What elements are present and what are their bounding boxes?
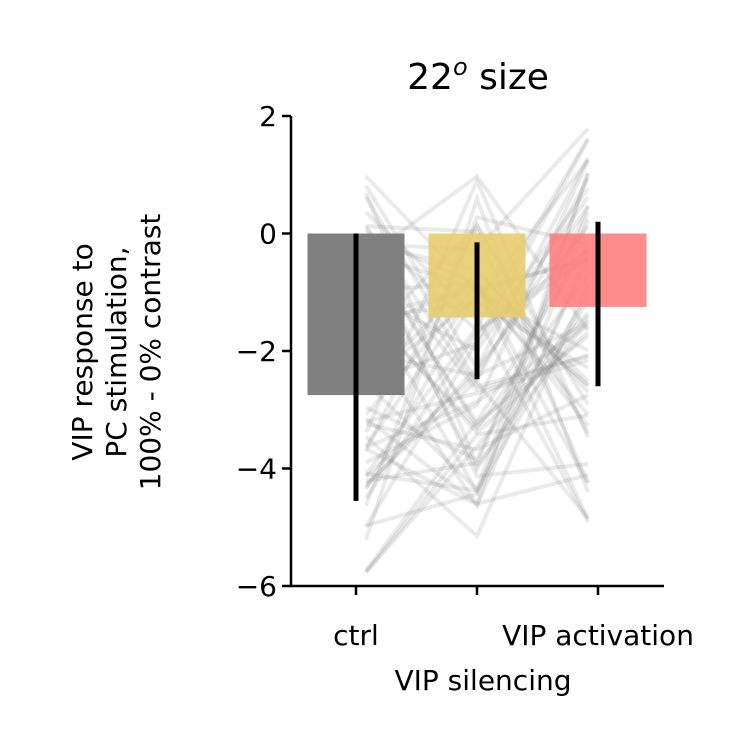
y-tick-label-3: −2: [236, 335, 277, 368]
y-axis-label-line-2: PC stimulation,: [100, 246, 133, 457]
individual-line-7: [365, 224, 590, 484]
individual-line-22: [364, 413, 589, 574]
individual-line-35: [364, 192, 590, 541]
individual-line-42: [364, 314, 590, 574]
y-axis-label: VIP response to PC stimulation, 100% - 0…: [66, 214, 167, 491]
individual-line-54: [364, 416, 589, 506]
y-tick-label-2: 0: [259, 218, 277, 251]
x-tick-label-vip-activation: VIP activation: [502, 619, 694, 652]
chart-title-superscript: o: [453, 53, 468, 81]
y-axis-label-line-1: VIP response to: [66, 243, 99, 460]
chart-title-rest: size: [468, 57, 549, 98]
y-tick-label-5: −6: [236, 570, 277, 603]
individual-line-48: [365, 393, 589, 452]
individual-line-19: [365, 358, 589, 424]
y-tick-label-1: 2: [259, 100, 277, 133]
chart-title: 22o size: [407, 53, 549, 98]
individual-line-12: [365, 324, 590, 450]
individual-line-21: [365, 259, 590, 493]
x-axis-label: VIP silencing: [394, 664, 571, 697]
individual-line-53: [364, 283, 590, 540]
axes: 2 0 −2 −4 −6: [236, 100, 664, 603]
y-axis-label-line-3: 100% - 0% contrast: [134, 214, 167, 491]
chart-title-main: 22: [407, 57, 453, 98]
x-tick-label-ctrl: ctrl: [333, 619, 379, 652]
error-bars: [353, 221, 601, 501]
y-tick-label-4: −4: [236, 453, 277, 486]
individual-line-55: [365, 218, 590, 528]
